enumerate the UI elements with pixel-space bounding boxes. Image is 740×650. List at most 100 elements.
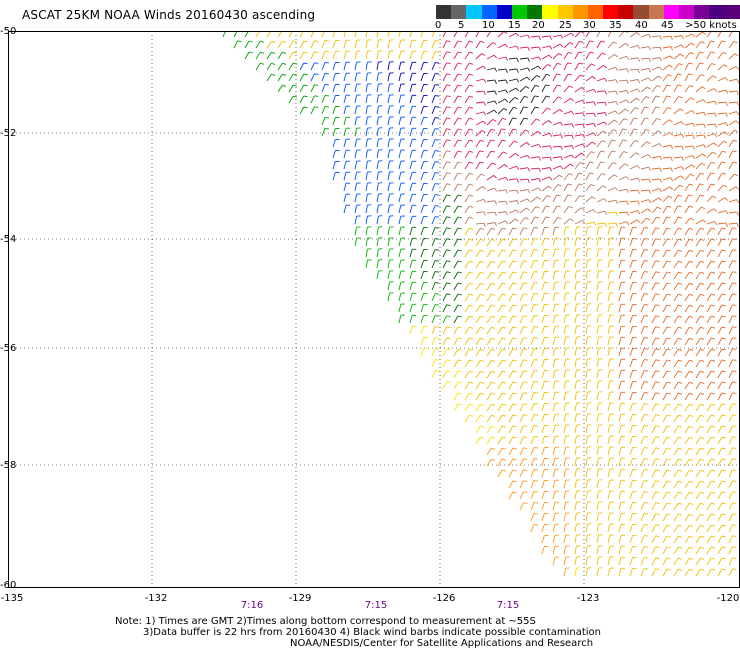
wind-barb: [354, 84, 358, 93]
wind-barb-flag: [526, 76, 531, 81]
wind-barb-flag: [527, 67, 531, 72]
wind-barb-flag: [703, 144, 707, 149]
wind-barb-flag: [446, 161, 451, 164]
wind-barb-flag: [721, 381, 726, 384]
wind-barb-flag: [700, 370, 705, 373]
wind-barb-flag: [732, 557, 737, 559]
wind-barb: [398, 315, 402, 324]
wind-barb: [563, 123, 572, 126]
wind-barb: [717, 425, 723, 434]
wind-barb: [387, 216, 390, 225]
wind-barb-flag: [516, 190, 519, 195]
wind-barb-flag: [549, 157, 552, 162]
wind-barb: [640, 337, 645, 346]
wind-barb: [728, 111, 737, 115]
wind-barb: [420, 326, 425, 335]
wind-barb: [552, 73, 558, 82]
wind-barb-flag: [658, 143, 663, 147]
wind-barb: [640, 546, 645, 555]
wind-barb-flag: [689, 447, 694, 450]
wind-barb: [398, 40, 402, 49]
wind-barb: [695, 535, 701, 544]
wind-barb: [552, 458, 556, 467]
wind-barb: [662, 414, 668, 423]
wind-barb: [596, 260, 599, 269]
wind-barb: [717, 502, 723, 511]
wind-barb: [453, 403, 459, 412]
wind-barb: [530, 196, 538, 203]
wind-barb-flag: [637, 177, 641, 182]
wind-barb-flag: [479, 150, 484, 153]
wind-barb-flag: [457, 73, 462, 76]
wind-barb: [618, 271, 622, 280]
wind-barb: [618, 524, 622, 533]
wind-barb: [387, 139, 390, 148]
wind-barb-flag: [469, 73, 474, 76]
wind-barb: [662, 271, 668, 280]
wind-barb: [475, 338, 481, 346]
wind-barb: [475, 327, 481, 335]
wind-barb: [365, 227, 368, 236]
wind-barb: [706, 227, 712, 236]
wind-barb: [651, 557, 657, 566]
wind-barb: [464, 128, 470, 137]
wind-barb-flag: [457, 260, 462, 263]
wind-barb-flag: [666, 447, 671, 450]
wind-barb: [409, 62, 413, 71]
wind-barb: [673, 491, 679, 500]
wind-barb-flag: [479, 161, 485, 164]
wind-barb: [552, 109, 560, 115]
wind-barb-flag: [700, 293, 705, 296]
wind-barb: [519, 86, 527, 93]
wind-barb: [486, 436, 492, 445]
wind-barb: [607, 326, 611, 335]
wind-barb-flag: [501, 403, 507, 406]
wind-barb-flag: [689, 502, 694, 505]
wind-barb-flag: [435, 150, 440, 152]
wind-barb: [629, 359, 634, 368]
wind-barb-flag: [482, 65, 487, 70]
wind-barb: [563, 535, 567, 544]
wind-barb: [530, 187, 539, 192]
wind-barb-flag: [545, 84, 550, 87]
wind-barb-flag: [689, 337, 694, 340]
wind-barb: [519, 491, 524, 500]
wind-barb-flag: [724, 77, 729, 81]
wind-barb: [585, 282, 588, 291]
wind-barb-flag: [710, 359, 716, 362]
wind-barb-flag: [692, 155, 696, 160]
wind-barb-flag: [655, 458, 660, 461]
wind-barb: [409, 249, 413, 258]
wind-barb: [530, 304, 535, 313]
wind-barb: [695, 480, 701, 489]
wind-barb: [629, 271, 634, 280]
wind-barb: [706, 293, 712, 302]
wind-barb: [673, 337, 679, 346]
wind-barb-flag: [512, 381, 517, 384]
wind-barb-flag: [282, 73, 287, 76]
wind-barb-flag: [435, 337, 440, 339]
wind-barb: [541, 205, 547, 214]
wind-barb-flag: [481, 53, 486, 56]
wind-barb-flag: [668, 119, 673, 123]
wind-barb-flag: [491, 249, 496, 252]
wind-barb-flag: [666, 315, 671, 318]
wind-barb: [673, 535, 679, 544]
wind-barb-flag: [446, 381, 451, 384]
wind-barb: [475, 371, 481, 379]
wind-barb: [717, 436, 723, 445]
wind-barb-flag: [644, 381, 649, 383]
wind-barb-flag: [732, 568, 737, 570]
wind-barb: [442, 249, 448, 258]
wind-barb: [431, 62, 436, 71]
wind-barb: [431, 359, 436, 368]
wind-barb: [310, 73, 315, 82]
wind-barb: [310, 40, 315, 49]
wind-barb-flag: [666, 216, 671, 219]
wind-barb-flag: [723, 64, 728, 68]
wind-barb: [629, 227, 634, 236]
wind-barb: [288, 62, 294, 71]
wind-barb: [508, 227, 514, 236]
wind-barb: [629, 535, 634, 544]
wind-barb-flag: [491, 282, 496, 285]
